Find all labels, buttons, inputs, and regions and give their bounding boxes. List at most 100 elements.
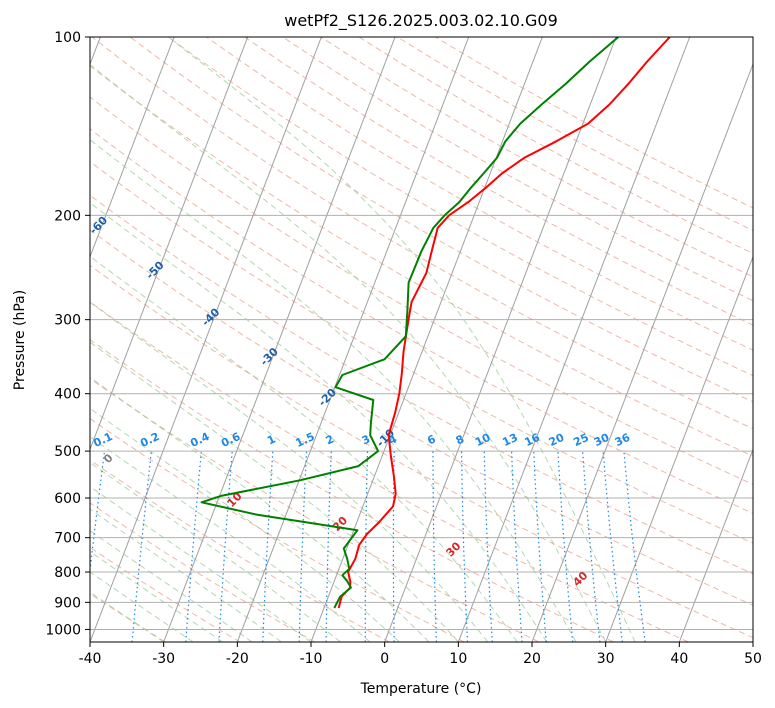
mixing-ratio-label: 20 [547, 431, 567, 449]
mixing-ratio-label: 0.6 [219, 430, 242, 450]
isotherm-label: -50 [143, 258, 166, 281]
mixing-ratio-line [483, 451, 493, 642]
moist-adiabat [90, 255, 518, 642]
mixing-ratio-label: 1 [265, 432, 277, 447]
moist-adiabat [90, 485, 312, 642]
mixing-ratio-label: 10 [473, 431, 493, 449]
y-tick-label: 500 [54, 444, 81, 460]
y-tick-label: 300 [54, 313, 81, 329]
y-tick-label: 700 [54, 531, 81, 547]
mixing-ratio-line [262, 451, 274, 642]
dewpoint-line [200, 37, 619, 609]
x-tick-label: 50 [744, 651, 762, 667]
profile-lines [200, 37, 671, 609]
mixing-ratio-label: 13 [500, 431, 519, 449]
mixing-ratio-line [392, 451, 395, 642]
moist-adiabat [90, 530, 253, 642]
dry-adiabat-label: 20 [330, 514, 350, 534]
dry-adiabat [206, 37, 753, 351]
dry-adiabat [90, 96, 753, 485]
mixing-ratio-line [131, 451, 152, 642]
isotherm-label: -40 [199, 305, 222, 328]
dry-adiabat [90, 301, 689, 642]
isotherm-line [531, 62, 753, 642]
isotherm-line [752, 640, 753, 642]
mixing-ratio-line [533, 451, 547, 642]
mixing-ratio-line [460, 451, 469, 642]
moist-adiabat [90, 591, 164, 642]
mixing-ratio-line [298, 451, 308, 642]
mixing-ratio-line [325, 451, 332, 642]
dry-adiabat [129, 37, 753, 403]
isotherm-label: -20 [316, 386, 339, 409]
dry-adiabat [90, 377, 540, 642]
dry-adiabat [168, 37, 753, 377]
dry-adiabat [90, 502, 315, 642]
x-axis-label: Temperature (°C) [360, 681, 482, 697]
moist-adiabat [168, 37, 636, 642]
dry-adiabat-label: 30 [444, 539, 464, 559]
isotherm-label: -70 [31, 167, 54, 190]
y-tick-label: 400 [54, 387, 81, 403]
chart-title: wetPf2_S126.2025.003.02.10.G09 [284, 11, 558, 31]
mixing-ratio-label: 0.2 [138, 430, 161, 450]
moist-adiabat [90, 202, 548, 642]
isotherm-line [90, 37, 175, 259]
dry-adiabat [90, 459, 390, 642]
mixing-ratio-line [185, 451, 202, 642]
moist-adiabat [90, 341, 459, 642]
moist-adiabat [90, 551, 223, 642]
y-tick-label: 100 [54, 30, 81, 46]
mixing-ratio-label: 0.4 [188, 430, 211, 450]
dry-adiabat-label: 0 [101, 451, 116, 466]
y-tick-label: 1000 [45, 622, 81, 638]
dry-adiabat [244, 37, 753, 326]
dry-adiabat [282, 37, 753, 302]
isotherm-line [605, 255, 753, 642]
dry-adiabat [435, 37, 753, 209]
isotherm-line [384, 37, 617, 642]
isotherm-line [236, 37, 470, 642]
moist-adiabat [90, 301, 489, 642]
isotherm-line [457, 37, 691, 642]
mixing-ratio-label: 30 [592, 431, 612, 449]
x-tick-label: 10 [449, 651, 467, 667]
y-tick-label: 200 [54, 208, 81, 224]
mixing-ratio-line [511, 451, 523, 642]
dry-adiabat [90, 264, 753, 639]
axes: -40 -30 -20 -10 0 10 20 30 40 5010020030040050060… [45, 30, 762, 667]
dry-adiabat [91, 37, 753, 430]
dry-adiabat [90, 161, 753, 544]
x-tick-label: -10 [300, 651, 323, 667]
mixing-ratio-line [432, 451, 437, 642]
moist-adiabat [90, 571, 194, 642]
plot-frame [89, 36, 754, 643]
y-axis-label: Pressure (hPa) [12, 290, 28, 390]
mixing-ratio-line [364, 451, 369, 642]
moist-adiabat [90, 508, 282, 642]
x-tick-label: 20 [523, 651, 541, 667]
x-tick-label: -20 [226, 651, 249, 667]
dry-adiabat [90, 128, 753, 514]
x-tick-label: 40 [670, 651, 688, 667]
mixing-ratio-line [557, 451, 574, 642]
mixing-ratio-label: 1.5 [294, 430, 317, 450]
moist-adiabat [90, 461, 341, 642]
y-tick-label: 900 [54, 595, 81, 611]
mixing-ratio-line [90, 451, 106, 576]
temperature-line [337, 37, 671, 609]
mixing-ratio-label: 36 [613, 431, 633, 449]
mixing-ratio-line [623, 451, 646, 642]
dry-adiabat [90, 65, 753, 457]
dry-adiabat [90, 417, 465, 642]
x-tick-label: 0 [380, 651, 389, 667]
mixing-ratio-line [602, 451, 623, 642]
moist-adiabat [90, 407, 400, 642]
isotherm-line [163, 37, 396, 642]
isotherm-label: -30 [258, 345, 281, 368]
background-lines [90, 37, 753, 642]
mixing-ratio-line [218, 451, 233, 642]
y-tick-label: 800 [54, 565, 81, 581]
isotherm-line [90, 37, 249, 451]
mixing-ratio-label: 6 [425, 432, 438, 447]
